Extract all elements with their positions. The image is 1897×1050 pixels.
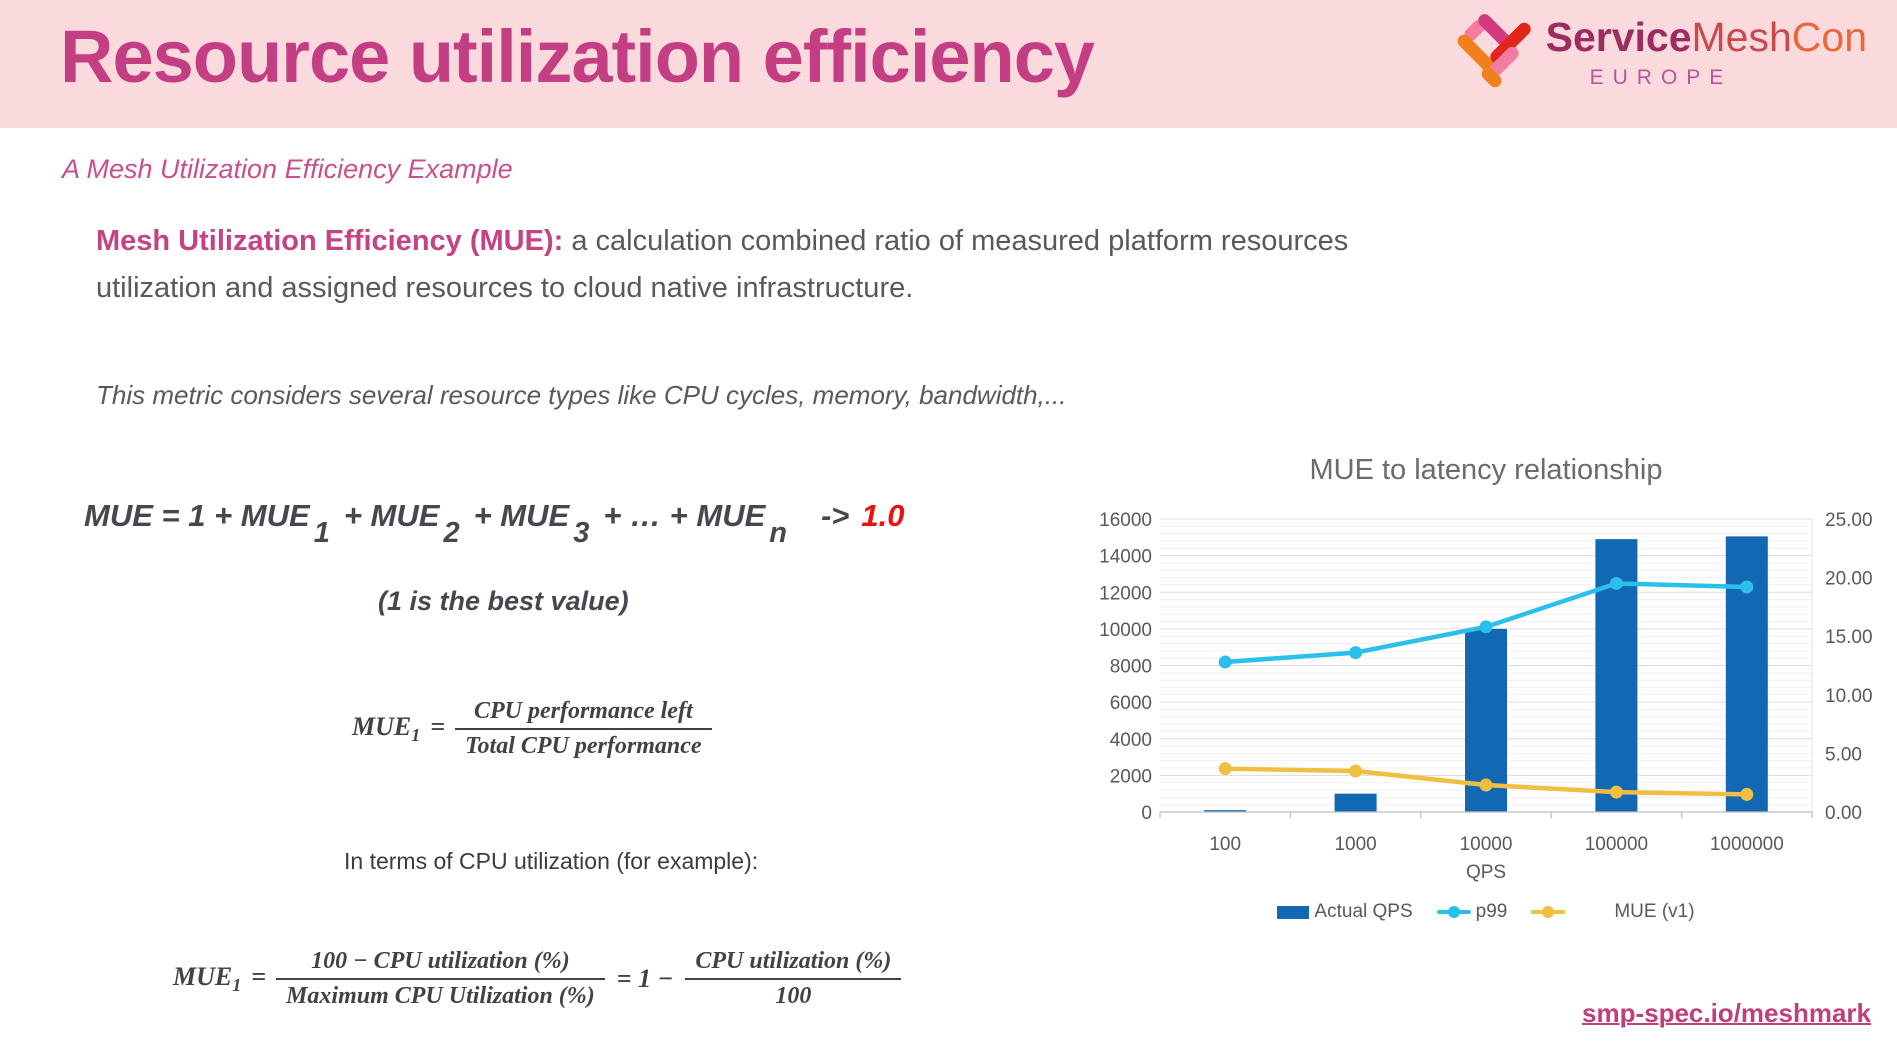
page-title: Resource utilization efficiency	[60, 15, 1095, 98]
logo-word-con: Con	[1791, 14, 1867, 60]
right-axis-tick-label: 10.00	[1825, 686, 1873, 707]
left-axis-tick-label: 4000	[1110, 730, 1152, 751]
legend-line-swatch-icon	[1531, 905, 1566, 919]
legend-label: p99	[1475, 901, 1508, 922]
marker-mue-v1-	[1479, 778, 1493, 792]
formula-eq: = 1 + MUE	[152, 498, 310, 533]
legend-bar-swatch-icon	[1277, 905, 1310, 919]
left-axis-tick-label: 12000	[1099, 583, 1152, 604]
marker-p99	[1218, 655, 1232, 669]
mue1-lhs: MUE1 =	[352, 711, 446, 746]
formula-lead: MUE	[84, 498, 153, 533]
left-axis-tick-label: 10000	[1099, 620, 1152, 641]
header-band	[0, 0, 1897, 128]
marker-p99	[1479, 620, 1493, 634]
bar-actual-qps	[1334, 793, 1377, 812]
mue1-performance-formula: MUE1 = CPU performance left Total CPU per…	[352, 698, 712, 760]
subtitle: A Mesh Utilization Efficiency Example	[62, 154, 513, 184]
mue1-denominator: Total CPU performance	[465, 733, 702, 759]
left-axis-tick-label: 0	[1141, 803, 1152, 824]
right-axis-tick-label: 25.00	[1825, 510, 1873, 531]
legend-item: MUE (v1)	[1531, 901, 1695, 923]
logo-brand: ServiceMeshCon	[1546, 14, 1867, 60]
cpu-formula-den-2: 100	[775, 983, 812, 1009]
marker-mue-v1-	[1218, 762, 1232, 776]
logo-word-service: Service	[1545, 14, 1692, 60]
logo-word-mesh: Mesh	[1691, 14, 1792, 60]
legend-label: Actual QPS	[1314, 901, 1413, 922]
logo-region: EUROPE	[1589, 66, 1733, 89]
marker-p99	[1349, 646, 1363, 660]
mue1-numerator: CPU performance left	[455, 698, 712, 730]
formula-sub-1: 1	[313, 517, 330, 549]
x-axis-category-label: 10000	[1460, 834, 1513, 855]
left-axis-tick-label: 2000	[1110, 766, 1152, 787]
bar-actual-qps	[1204, 810, 1247, 812]
formula-plus-n: + … + MUE	[603, 498, 766, 533]
mue-definition: Mesh Utilization Efficiency (MUE): a cal…	[96, 218, 1696, 312]
x-axis-category-label: 100	[1209, 834, 1241, 855]
marker-p99	[1740, 580, 1754, 594]
formula-sub-2: 2	[443, 517, 460, 549]
marker-mue-v1-	[1349, 764, 1363, 778]
legend-item: Actual QPS	[1277, 901, 1413, 923]
left-axis-tick-label: 6000	[1110, 693, 1152, 714]
formula-plus-2: + MUE	[343, 498, 440, 533]
right-axis-tick-label: 0.00	[1825, 803, 1862, 824]
legend-line-swatch-icon	[1436, 905, 1471, 919]
meshmark-link[interactable]: smp-spec.io/meshmark	[1581, 998, 1871, 1028]
x-axis-category-label: 1000	[1334, 834, 1376, 855]
cpu-formula-num-1: 100 − CPU utilization (%)	[276, 948, 605, 980]
mue-latency-chart: 0 2000 4000 6000 8000 10000 12000 14000 16000 0.0…	[1099, 510, 1873, 883]
cpu-formula-den-1: Maximum CPU Utilization (%)	[286, 983, 595, 1009]
x-axis-title: QPS	[1466, 862, 1506, 883]
formula-arrow: ->	[820, 498, 850, 533]
servicemeshcon-logo-icon	[1457, 14, 1531, 88]
right-axis-tick-label: 20.00	[1825, 569, 1873, 590]
mue-definition-line1: a calculation combined ratio of measured…	[563, 225, 1349, 257]
x-axis-category-label: 1000000	[1710, 834, 1784, 855]
right-axis-tick-label: 15.00	[1825, 627, 1873, 648]
servicemeshcon-logo: ServiceMeshCon EUROPE	[1452, 14, 1867, 98]
bar-actual-qps	[1725, 536, 1768, 812]
resource-types-note: This metric considers several resource t…	[96, 380, 1067, 410]
mue-definition-term: Mesh Utilization Efficiency (MUE):	[96, 225, 564, 257]
left-axis-tick-label: 8000	[1110, 657, 1152, 678]
best-value-caption: (1 is the best value)	[378, 586, 629, 616]
formula-sub-3: 3	[573, 517, 590, 549]
mue1-cpu-utilization-formula: MUE1 = 100 − CPU utilization (%) Maximum …	[173, 948, 902, 1010]
logo-text: ServiceMeshCon EUROPE	[1546, 14, 1867, 90]
mue1-fraction: CPU performance left Total CPU performan…	[455, 698, 712, 760]
mue-sum-formula: MUE = 1 + MUE 1 + MUE 2 + MUE 3 + … + MUE n -> 1.…	[84, 498, 905, 549]
right-axis-tick-label: 5.00	[1825, 744, 1862, 765]
x-axis-category-label: 100000	[1585, 834, 1648, 855]
cpu-formula-lhs: MUE1 =	[173, 961, 267, 996]
formula-plus-3: + MUE	[473, 498, 570, 533]
cpu-formula-fraction-1: 100 − CPU utilization (%) Maximum CPU Ut…	[276, 948, 605, 1010]
marker-mue-v1-	[1740, 787, 1754, 801]
legend-label: MUE (v1)	[1614, 901, 1695, 922]
marker-p99	[1609, 576, 1623, 590]
chart-title: MUE to latency relationship	[1309, 454, 1663, 486]
cpu-formula-fraction-2: CPU utilization (%) 100	[685, 948, 902, 1010]
cpu-formula-num-2: CPU utilization (%)	[685, 948, 902, 980]
cpu-formula-middle: = 1 −	[616, 964, 674, 993]
left-axis-tick-label: 14000	[1099, 547, 1152, 568]
chart-legend: Actual QPS p99 MUE (v1)	[1060, 901, 1897, 923]
mue-definition-line2: utilization and assigned resources to cl…	[96, 272, 914, 304]
formula-sub-n: n	[769, 517, 787, 549]
left-axis-tick-label: 16000	[1099, 510, 1152, 531]
cpu-utilization-note: In terms of CPU utilization (for example…	[344, 848, 759, 874]
legend-item: p99	[1436, 901, 1508, 923]
marker-mue-v1-	[1609, 785, 1623, 799]
formula-target-value: 1.0	[861, 498, 905, 533]
